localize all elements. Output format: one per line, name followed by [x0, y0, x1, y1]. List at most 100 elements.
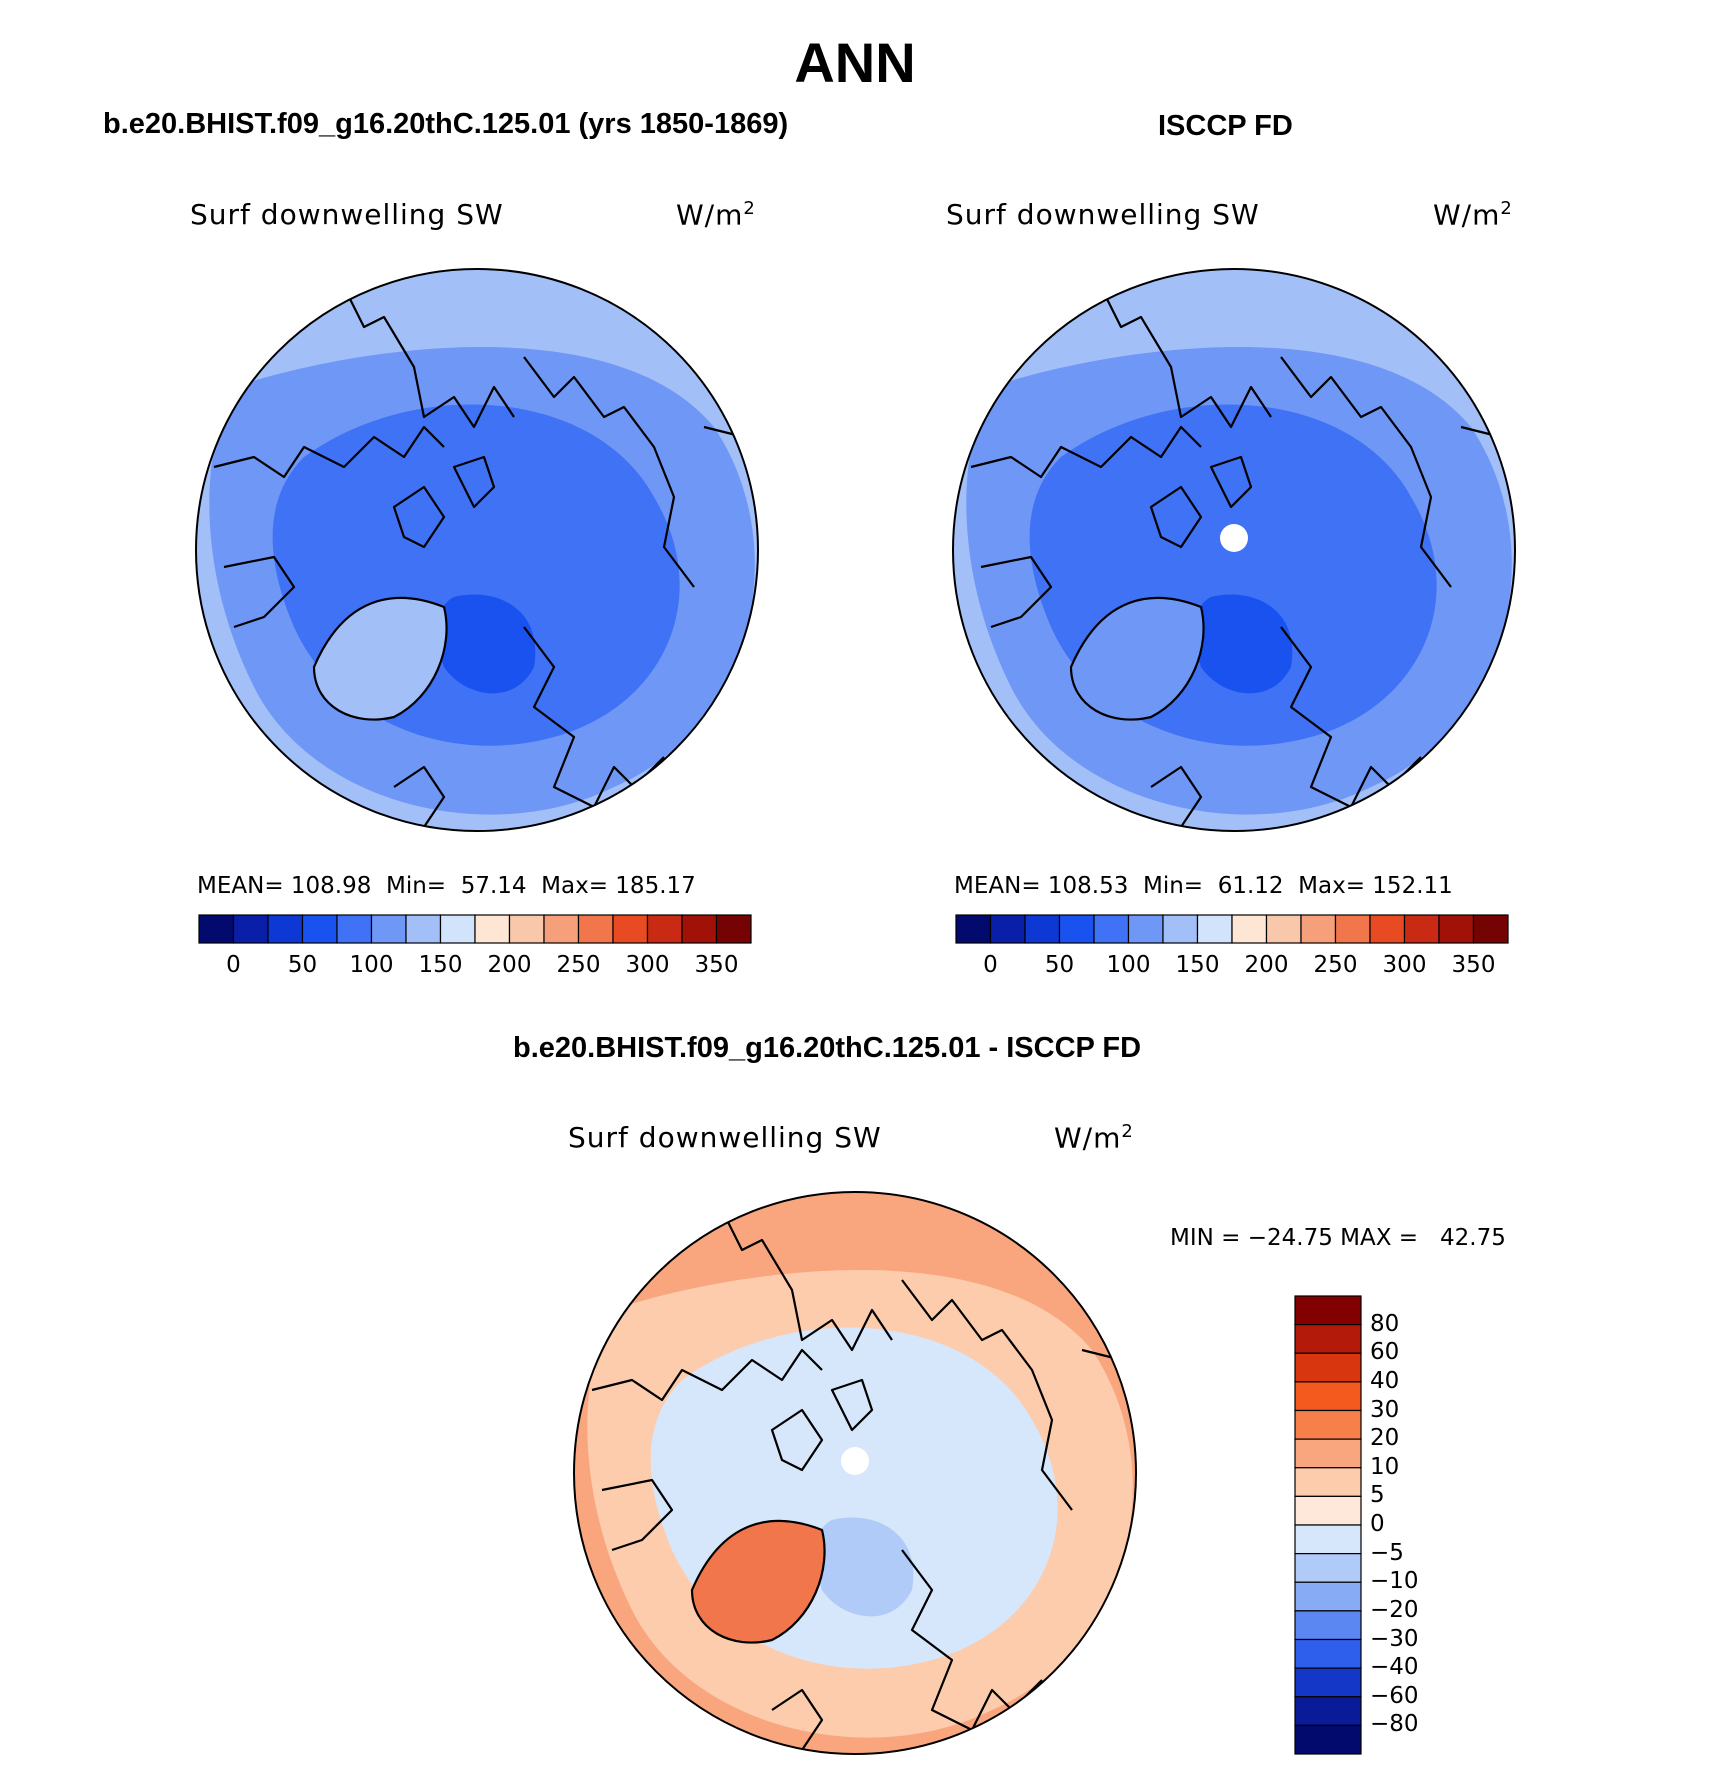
colorbar-tick-label: 20 [1370, 1425, 1400, 1452]
obs-variable-label: Surf downwelling SW [946, 198, 1260, 231]
coastline [213, 425, 445, 479]
colorbar-tick-label: 350 [694, 952, 739, 978]
colorbar-swatch-14 [1438, 914, 1475, 944]
obs-polar-map [952, 268, 1516, 832]
coastline [223, 555, 296, 629]
colorbar-swatch-0 [955, 914, 992, 944]
coastline [770, 1408, 824, 1472]
obs-panel-title: ISCCP FD [1158, 110, 1293, 142]
coastline [980, 555, 1053, 629]
model-units-label: W/m2 [676, 198, 756, 232]
colorbar-swatch-7 [439, 914, 476, 944]
colorbar-swatch-5 [1127, 914, 1164, 944]
colorbar-swatch-5 [1294, 1438, 1362, 1469]
coastline [1209, 455, 1253, 509]
colorbar-swatch-6 [1162, 914, 1199, 944]
colorbar-swatch-7 [1294, 1495, 1362, 1526]
coastline [901, 1279, 1073, 1511]
colorbar-swatch-5 [370, 914, 407, 944]
colorbar-tick-label: 150 [1175, 952, 1220, 978]
obs-units-label: W/m2 [1433, 198, 1513, 232]
colorbar-swatch-11 [1334, 914, 1371, 944]
model-variable-label: Surf downwelling SW [190, 198, 504, 231]
coastline [721, 1209, 893, 1352]
colorbar-swatch-1 [232, 914, 269, 944]
colorbar-swatch-4 [1093, 914, 1130, 944]
diff-units-label: W/m2 [1054, 1121, 1134, 1155]
colorbar-tick-label: 50 [1044, 952, 1075, 978]
colorbar-swatch-10 [1294, 1581, 1362, 1612]
coastline [1100, 286, 1272, 429]
coastline [343, 286, 515, 429]
colorbar-tick-label: −5 [1370, 1539, 1404, 1566]
colorbar-tick-label: −60 [1370, 1682, 1419, 1709]
diff-colorbar-ticks: 80 60 40 30 20 10 5 0 −5 −10 −20 −30 −40 −60 −80 [1370, 1296, 1450, 1754]
colorbar-swatch-2 [1294, 1352, 1362, 1383]
colorbar-swatch-11 [577, 914, 614, 944]
colorbar-swatch-15 [1472, 914, 1509, 944]
colorbar-swatch-15 [1294, 1724, 1362, 1755]
colorbar-swatch-14 [1294, 1696, 1362, 1726]
colorbar-tick-label: 250 [1313, 952, 1358, 978]
colorbar-tick-label: −20 [1370, 1596, 1419, 1623]
colorbar-swatch-13 [1294, 1667, 1362, 1698]
colorbar-tick-label: 0 [983, 952, 998, 978]
coastline [690, 1519, 826, 1644]
obs-stats: MEAN= 108.53 Min= 61.12 Max= 152.11 [954, 873, 1453, 899]
coastline [523, 626, 665, 809]
colorbar-swatch-6 [1294, 1467, 1362, 1497]
coastline [392, 485, 446, 549]
coastline [1149, 485, 1203, 549]
colorbar-tick-label: 10 [1370, 1453, 1400, 1480]
colorbar-tick-label: 5 [1370, 1482, 1385, 1509]
pole-hole [1220, 524, 1248, 552]
pole-hole [841, 1447, 869, 1475]
colorbar-swatch-9 [1265, 914, 1302, 944]
obs-colorbar-ticks: 0 50 100 150 200 250 300 350 [956, 952, 1508, 982]
colorbar-tick-label: 100 [1106, 952, 1151, 978]
colorbar-tick-label: 30 [1370, 1396, 1400, 1423]
colorbar-tick-label: −40 [1370, 1654, 1419, 1681]
diff-variable-label: Surf downwelling SW [568, 1121, 882, 1154]
colorbar-tick-label: 60 [1370, 1339, 1400, 1366]
colorbar-swatch-1 [1294, 1324, 1362, 1354]
colorbar-swatch-3 [301, 914, 338, 944]
colorbar-swatch-0 [1294, 1295, 1362, 1326]
colorbar-tick-label: 150 [418, 952, 463, 978]
map-border [952, 268, 1516, 832]
colorbar-tick-label: 50 [287, 952, 318, 978]
colorbar-swatch-8 [1294, 1524, 1362, 1555]
coastline [1280, 626, 1422, 809]
coastline [771, 1688, 824, 1751]
coastline [312, 596, 448, 721]
colorbar-tick-label: 200 [1244, 952, 1289, 978]
colorbar-swatch-12 [1369, 914, 1406, 944]
colorbar-tick-label: 350 [1451, 952, 1496, 978]
coastline [901, 1549, 1043, 1732]
colorbar-swatch-6 [405, 914, 442, 944]
colorbar-swatch-12 [1294, 1638, 1362, 1669]
colorbar-swatch-1 [989, 914, 1026, 944]
map-field-core [815, 1517, 914, 1617]
colorbar-swatch-15 [715, 914, 752, 944]
map-field-core [437, 594, 536, 694]
colorbar-swatch-4 [1294, 1409, 1362, 1440]
colorbar-tick-label: −30 [1370, 1625, 1419, 1652]
diff-polar-map [573, 1191, 1137, 1755]
colorbar-tick-label: 100 [349, 952, 394, 978]
colorbar-swatch-0 [198, 914, 235, 944]
map-border [573, 1191, 1137, 1755]
map-field-greenland [692, 1520, 825, 1643]
colorbar-swatch-10 [1300, 914, 1337, 944]
colorbar-tick-label: 200 [487, 952, 532, 978]
coastline [1280, 356, 1452, 588]
colorbar-swatch-3 [1294, 1381, 1362, 1412]
colorbar-swatch-11 [1294, 1610, 1362, 1641]
colorbar-tick-label: 40 [1370, 1367, 1400, 1394]
colorbar-swatch-13 [646, 914, 683, 944]
map-field-greenland [314, 597, 447, 720]
colorbar-swatch-9 [1294, 1553, 1362, 1583]
diff-stats: MIN = −24.75 MAX = 42.75 [1170, 1225, 1506, 1251]
colorbar-swatch-7 [1196, 914, 1233, 944]
map-field-core [1194, 594, 1293, 694]
